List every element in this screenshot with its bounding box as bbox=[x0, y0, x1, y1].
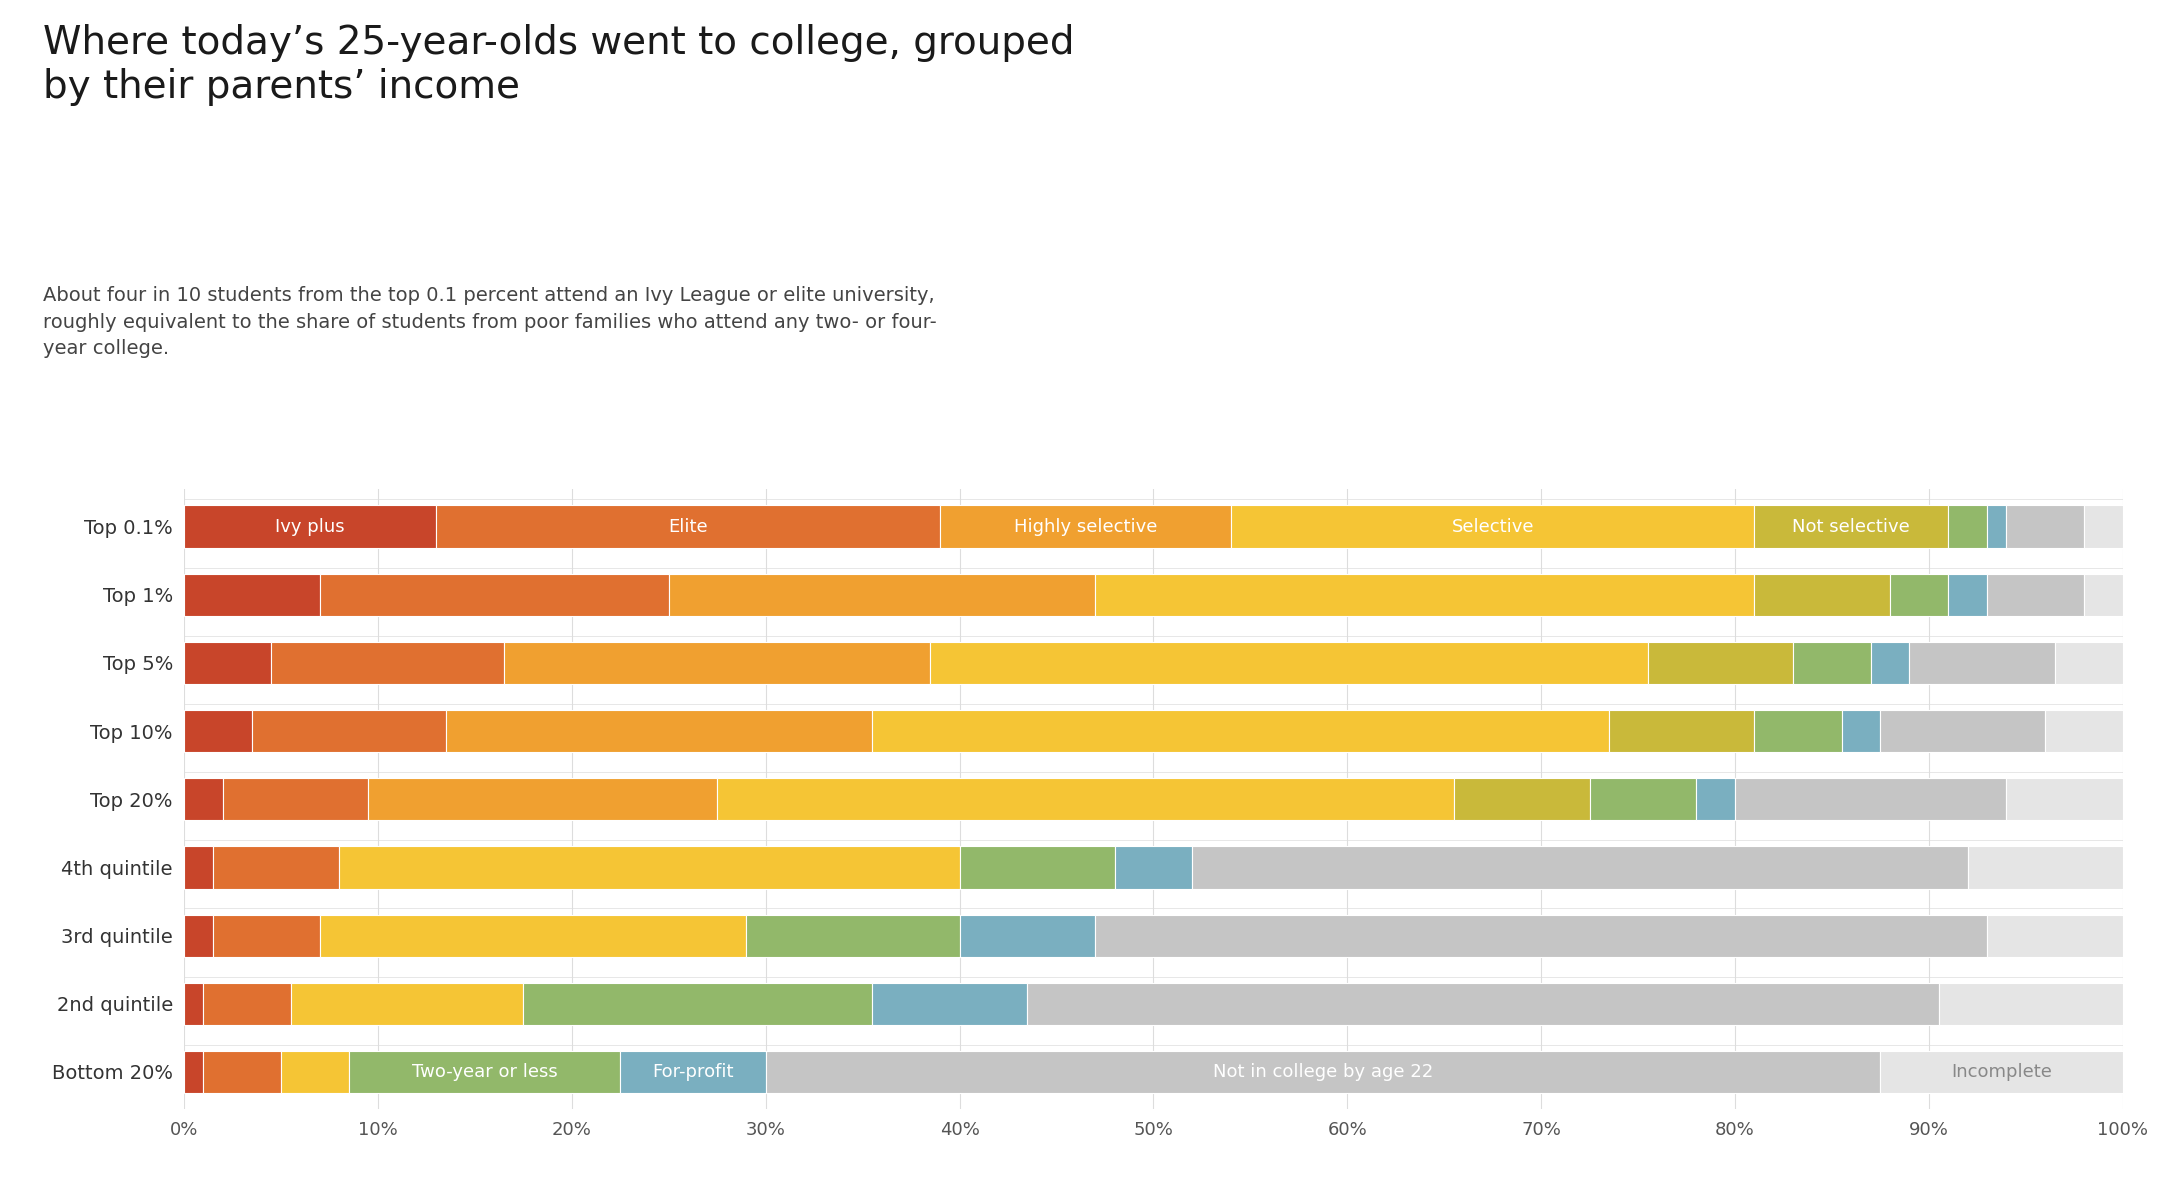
Bar bbox=[2084, 506, 2123, 548]
Bar bbox=[204, 1051, 282, 1093]
Bar bbox=[204, 983, 290, 1025]
Bar bbox=[223, 778, 368, 821]
Bar bbox=[1027, 983, 1939, 1025]
Bar bbox=[931, 642, 1648, 684]
Bar bbox=[1986, 574, 2084, 616]
Bar bbox=[435, 506, 940, 548]
Bar bbox=[1115, 846, 1191, 889]
Bar bbox=[524, 983, 873, 1025]
Bar bbox=[1986, 506, 2006, 548]
Bar bbox=[1754, 574, 1891, 616]
Bar bbox=[1947, 574, 1986, 616]
Text: Not selective: Not selective bbox=[1793, 518, 1910, 536]
Bar bbox=[340, 846, 960, 889]
Bar bbox=[1735, 778, 2006, 821]
Bar bbox=[940, 506, 1230, 548]
Text: About four in 10 students from the top 0.1 percent attend an Ivy League or elite: About four in 10 students from the top 0… bbox=[43, 286, 938, 358]
Text: Selective: Selective bbox=[1451, 518, 1534, 536]
Bar bbox=[1891, 574, 1947, 616]
Bar bbox=[747, 915, 960, 957]
Bar bbox=[282, 1051, 349, 1093]
Bar bbox=[184, 1051, 204, 1093]
Bar bbox=[184, 778, 223, 821]
Text: Not in college by age 22: Not in college by age 22 bbox=[1213, 1063, 1434, 1081]
Bar bbox=[349, 1051, 619, 1093]
Bar bbox=[321, 915, 747, 957]
Bar bbox=[1880, 710, 2045, 753]
Bar bbox=[2084, 574, 2123, 616]
Bar bbox=[184, 846, 212, 889]
Bar bbox=[1191, 846, 1967, 889]
Bar bbox=[1754, 710, 1841, 753]
Bar bbox=[251, 710, 446, 753]
Bar bbox=[184, 574, 321, 616]
Bar bbox=[184, 983, 204, 1025]
Bar bbox=[1453, 778, 1590, 821]
Bar bbox=[1939, 983, 2123, 1025]
Bar bbox=[212, 846, 340, 889]
Bar bbox=[1609, 710, 1754, 753]
Text: Highly selective: Highly selective bbox=[1014, 518, 1157, 536]
Text: Two-year or less: Two-year or less bbox=[412, 1063, 557, 1081]
Bar bbox=[873, 710, 1609, 753]
Text: For-profit: For-profit bbox=[652, 1063, 734, 1081]
Bar bbox=[184, 915, 212, 957]
Bar bbox=[1230, 506, 1754, 548]
Bar bbox=[2045, 710, 2123, 753]
Text: Where today’s 25-year-olds went to college, grouped
by their parents’ income: Where today’s 25-year-olds went to colle… bbox=[43, 24, 1074, 106]
Bar bbox=[1096, 915, 1986, 957]
Bar bbox=[2006, 778, 2123, 821]
Bar bbox=[1648, 642, 1793, 684]
Bar bbox=[1590, 778, 1696, 821]
Bar bbox=[1871, 642, 1910, 684]
Bar bbox=[1880, 1051, 2123, 1093]
Text: Incomplete: Incomplete bbox=[1952, 1063, 2051, 1081]
Bar bbox=[1754, 506, 1947, 548]
Bar bbox=[619, 1051, 765, 1093]
Bar bbox=[368, 778, 717, 821]
Bar bbox=[1947, 506, 1986, 548]
Bar bbox=[1096, 574, 1754, 616]
Bar bbox=[1696, 778, 1735, 821]
Bar bbox=[765, 1051, 1880, 1093]
Bar bbox=[505, 642, 931, 684]
Text: Elite: Elite bbox=[669, 518, 708, 536]
Bar bbox=[2006, 506, 2084, 548]
Bar bbox=[1841, 710, 1880, 753]
Bar bbox=[271, 642, 505, 684]
Bar bbox=[717, 778, 1453, 821]
Bar bbox=[1967, 846, 2123, 889]
Bar bbox=[1910, 642, 2056, 684]
Bar bbox=[1986, 915, 2123, 957]
Bar bbox=[446, 710, 873, 753]
Bar bbox=[1793, 642, 1871, 684]
Bar bbox=[212, 915, 321, 957]
Bar bbox=[960, 915, 1096, 957]
Text: Ivy plus: Ivy plus bbox=[275, 518, 344, 536]
Bar bbox=[873, 983, 1027, 1025]
Bar bbox=[184, 710, 251, 753]
Bar bbox=[290, 983, 524, 1025]
Bar bbox=[184, 506, 435, 548]
Bar bbox=[2056, 642, 2123, 684]
Bar bbox=[321, 574, 669, 616]
Bar bbox=[960, 846, 1115, 889]
Bar bbox=[184, 642, 271, 684]
Bar bbox=[669, 574, 1096, 616]
